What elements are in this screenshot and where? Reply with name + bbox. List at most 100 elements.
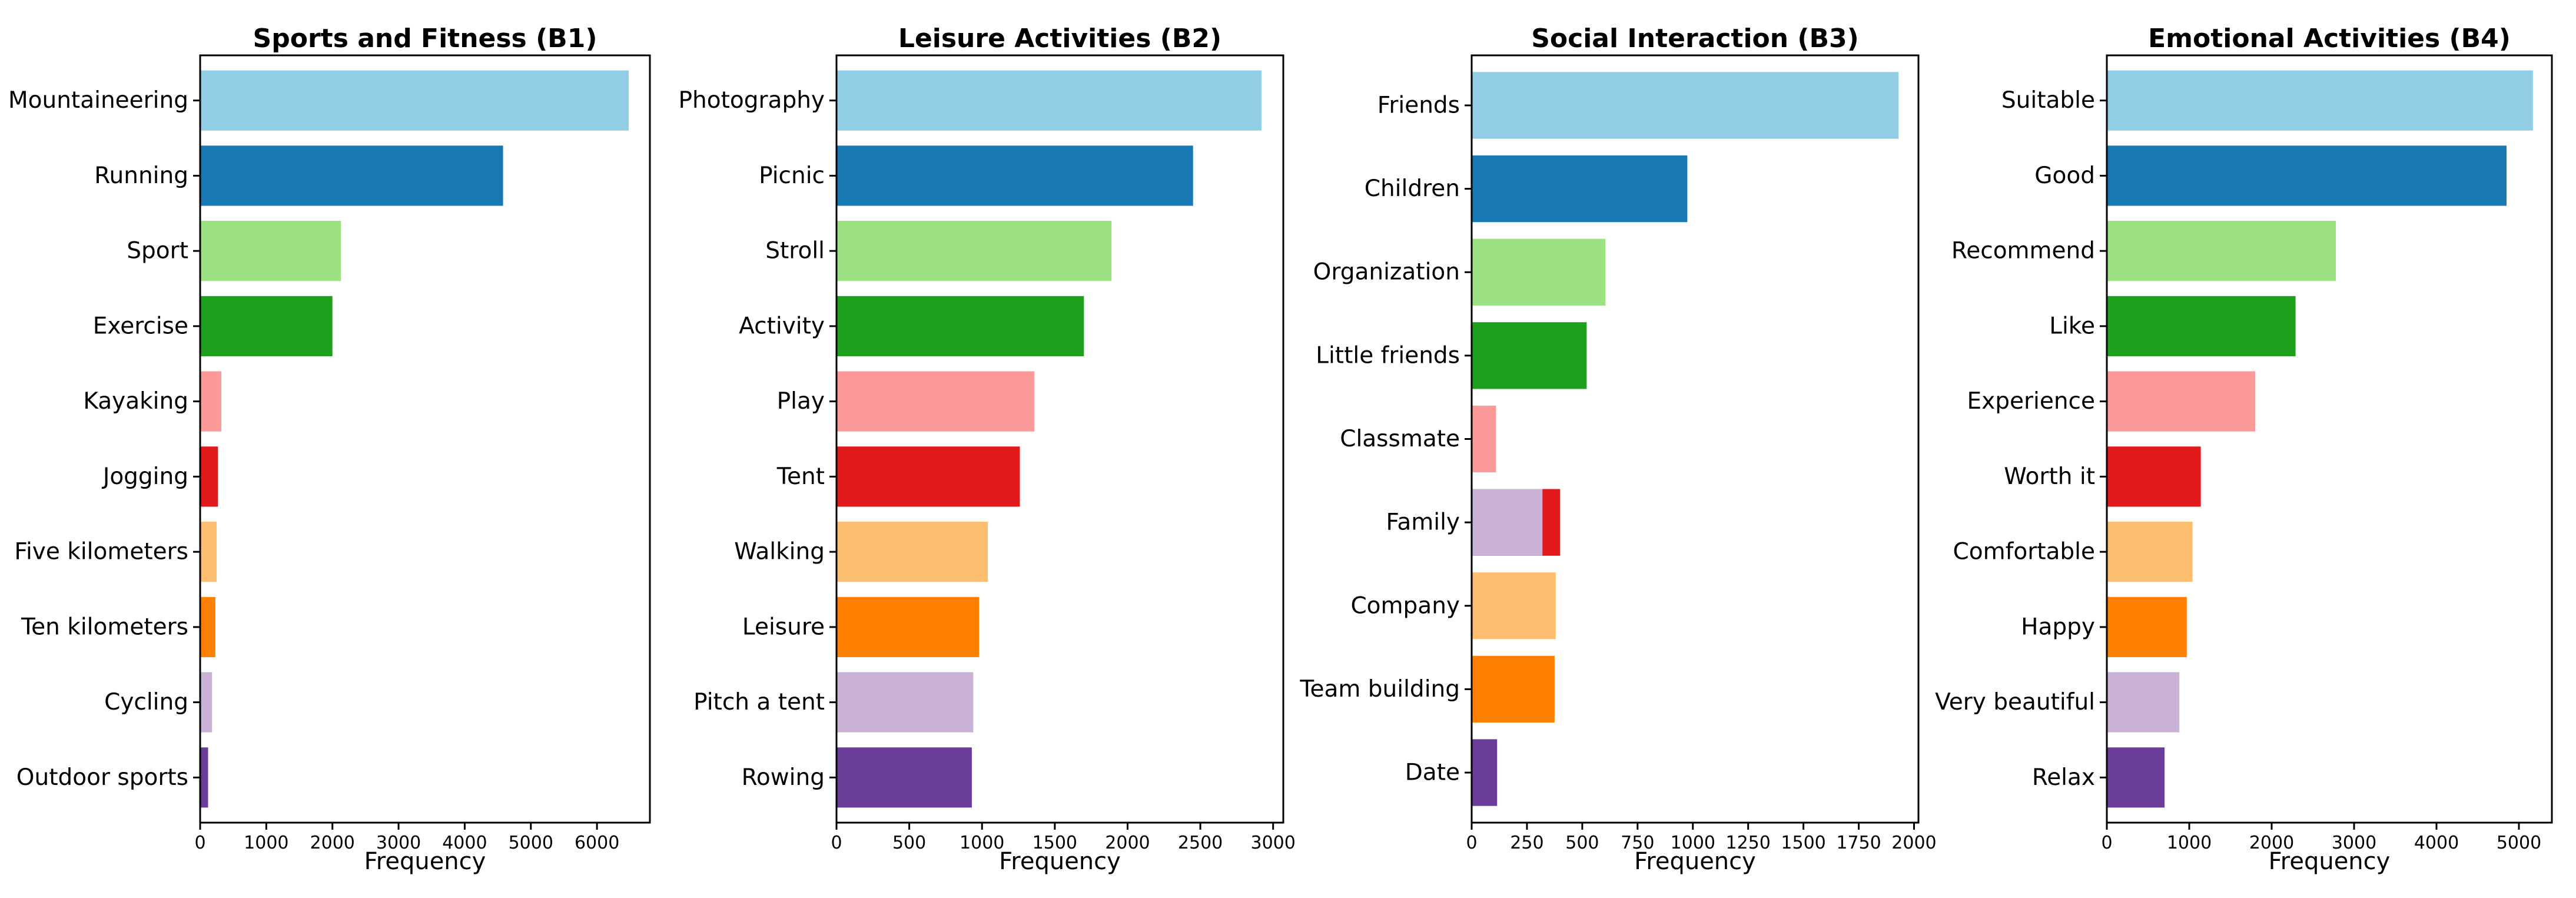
y-tick-label: Exercise [93,313,188,339]
bar-date [1472,739,1498,806]
y-tick-label: Company [1350,592,1460,619]
y-tick-label: Pitch a tent [693,689,825,715]
x-tick-label: 2500 [1178,833,1223,853]
x-tick-label: 1500 [1033,833,1077,853]
x-tick-label: 4000 [2414,833,2459,853]
bar-rowing [836,747,972,808]
bar-good [2107,145,2507,206]
bar-ten-kilometers [200,597,215,657]
y-tick-label: Rowing [742,764,825,791]
bar-five-kilometers [200,522,217,582]
plot-frame [835,54,1284,824]
bar-comfortable [2107,522,2193,582]
y-tick-label: Tent [776,463,825,490]
bar-pitch-a-tent [836,672,974,733]
y-tick-label: Ten kilometers [21,614,188,640]
bar-activity [836,296,1084,356]
plot-frame [199,54,651,824]
plot-frame [2106,54,2553,824]
x-tick-label: 750 [1621,833,1654,853]
x-tick-label: 5000 [2497,833,2541,853]
bar-stroll [836,221,1112,281]
y-tick-label: Outdoor sports [16,764,188,791]
bar-kayaking [200,371,221,432]
y-tick-label: Classmate [1340,426,1460,452]
x-tick-label: 500 [1565,833,1599,853]
bar-classmate [1472,405,1496,473]
chart-title: Emotional Activities (B4) [2148,24,2511,54]
x-tick-label: 1000 [1671,833,1715,853]
y-tick-label: Experience [1967,388,2096,415]
bar-photography [836,70,1262,131]
y-tick-label: Friends [1377,92,1460,118]
bar-organization [1472,238,1606,306]
y-tick-label: Cycling [104,689,188,715]
y-tick-label: Walking [734,539,825,565]
x-tick-label: 4000 [442,833,487,853]
bar-worth-it [2107,446,2201,507]
x-tick-label: 250 [1510,833,1543,853]
y-tick-label: Family [1386,509,1460,536]
x-tick-label: 0 [194,833,205,853]
y-tick-label: Running [94,163,188,189]
chart-panel-1: Mountaineering Running Sport Exercise Kayaki… [8,24,651,875]
x-tick-label: 1500 [1781,833,1825,853]
x-tick-label: 1000 [960,833,1004,853]
y-tick-label: Worth it [2004,463,2095,490]
x-tick-label: 1000 [244,833,288,853]
chart-title: Social Interaction (B3) [1531,24,1859,54]
y-tick-label: Mountaineering [8,87,188,114]
y-tick-label: Photography [679,87,825,114]
x-tick-label: 2000 [1105,833,1150,853]
x-tick-label: 3000 [1251,833,1296,853]
chart-panel-2: Photography Picnic Stroll Activity Play Tent W… [679,24,1296,875]
bar-suitable [2107,70,2533,131]
bar-overlay-family [1472,489,1543,556]
y-tick-label: Good [2034,163,2095,189]
y-tick-label: Sport [127,238,188,264]
y-tick-label: Happy [2021,614,2095,640]
x-tick-label: 3000 [2332,833,2376,853]
y-tick-label: Kayaking [83,388,188,415]
x-tick-label: 3000 [376,833,421,853]
x-tick-label: 0 [1466,833,1477,853]
x-tick-label: 0 [2101,833,2112,853]
y-tick-label: Suitable [2001,87,2095,114]
bar-team-building [1472,655,1555,723]
x-tick-label: 2000 [1891,833,1936,853]
y-tick-label: Children [1365,175,1460,202]
chart-title: Leisure Activities (B2) [898,24,1221,54]
bar-exercise [200,296,333,356]
y-tick-label: Comfortable [1953,539,2095,565]
bar-walking [836,522,988,582]
bar-jogging [200,446,218,507]
y-tick-label: Jogging [101,463,188,490]
y-tick-label: Activity [739,313,825,339]
x-tick-label: 2000 [310,833,355,853]
x-tick-label: 1250 [1725,833,1770,853]
y-tick-label: Team building [1299,676,1460,703]
bar-picnic [836,145,1193,206]
bar-sport [200,221,341,281]
bar-relax [2107,747,2165,808]
y-tick-label: Date [1405,760,1460,786]
chart-title: Sports and Fitness (B1) [253,24,597,54]
x-tick-label: 1750 [1836,833,1881,853]
y-tick-label: Relax [2032,764,2095,791]
x-tick-label: 6000 [575,833,619,853]
bar-little-friends [1472,322,1587,389]
x-tick-label: 5000 [509,833,553,853]
y-tick-label: Like [2049,313,2095,339]
y-tick-label: Recommend [1951,238,2095,264]
y-tick-label: Stroll [765,238,825,264]
bar-play [836,371,1035,432]
chart-panel-3: Friends Children Organization Little friend… [1299,24,1936,875]
x-axis-label: Frequency [364,848,486,875]
x-axis-label: Frequency [2269,848,2391,875]
y-tick-label: Organization [1313,259,1460,286]
x-tick-label: 2000 [2249,833,2294,853]
bar-very-beautiful [2107,672,2180,733]
y-tick-label: Little friends [1316,342,1460,369]
bar-company [1472,572,1556,639]
x-axis-label: Frequency [1634,848,1756,875]
